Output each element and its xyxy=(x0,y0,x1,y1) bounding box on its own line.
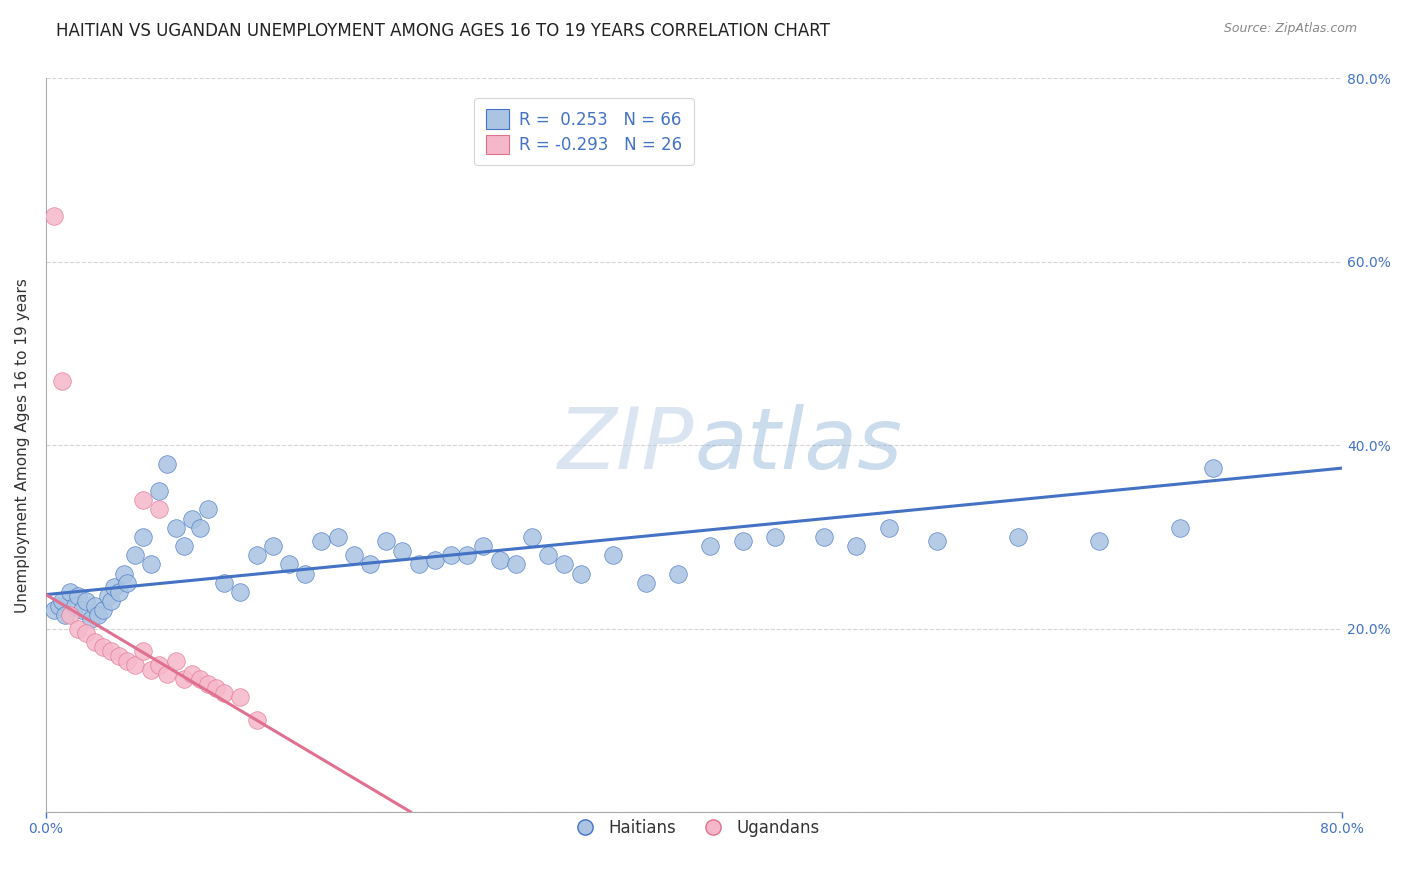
Point xyxy=(488,553,510,567)
Point xyxy=(173,539,195,553)
Point xyxy=(67,590,90,604)
Point xyxy=(408,558,430,572)
Point xyxy=(87,607,110,622)
Point xyxy=(197,502,219,516)
Point xyxy=(440,548,463,562)
Point xyxy=(845,539,868,553)
Point xyxy=(156,457,179,471)
Point xyxy=(165,521,187,535)
Point xyxy=(132,644,155,658)
Point xyxy=(91,640,114,654)
Point xyxy=(205,681,228,695)
Point xyxy=(80,612,103,626)
Point xyxy=(103,580,125,594)
Point xyxy=(115,654,138,668)
Point xyxy=(602,548,624,562)
Point xyxy=(59,585,82,599)
Point xyxy=(278,558,301,572)
Point xyxy=(124,658,146,673)
Point xyxy=(456,548,478,562)
Point xyxy=(76,626,98,640)
Point xyxy=(63,599,86,613)
Point xyxy=(42,603,65,617)
Point xyxy=(391,543,413,558)
Point xyxy=(188,521,211,535)
Point xyxy=(246,548,269,562)
Point xyxy=(115,575,138,590)
Point xyxy=(156,667,179,681)
Point xyxy=(48,599,70,613)
Point xyxy=(100,594,122,608)
Point xyxy=(180,667,202,681)
Text: HAITIAN VS UGANDAN UNEMPLOYMENT AMONG AGES 16 TO 19 YEARS CORRELATION CHART: HAITIAN VS UGANDAN UNEMPLOYMENT AMONG AG… xyxy=(56,22,830,40)
Point xyxy=(148,658,170,673)
Point xyxy=(343,548,366,562)
Point xyxy=(505,558,527,572)
Point xyxy=(132,530,155,544)
Point xyxy=(375,534,398,549)
Point xyxy=(666,566,689,581)
Point xyxy=(1168,521,1191,535)
Point xyxy=(699,539,721,553)
Point xyxy=(359,558,381,572)
Point xyxy=(59,607,82,622)
Point xyxy=(520,530,543,544)
Point xyxy=(229,585,252,599)
Point xyxy=(141,558,163,572)
Point xyxy=(148,483,170,498)
Point xyxy=(108,585,131,599)
Point xyxy=(294,566,316,581)
Point xyxy=(229,690,252,705)
Point xyxy=(537,548,560,562)
Point xyxy=(197,676,219,690)
Point xyxy=(173,672,195,686)
Point xyxy=(1201,461,1223,475)
Point xyxy=(51,374,73,388)
Point xyxy=(634,575,657,590)
Y-axis label: Unemployment Among Ages 16 to 19 years: Unemployment Among Ages 16 to 19 years xyxy=(15,277,30,613)
Point xyxy=(877,521,900,535)
Point xyxy=(212,686,235,700)
Point xyxy=(76,594,98,608)
Point xyxy=(67,622,90,636)
Point xyxy=(83,599,105,613)
Point xyxy=(180,511,202,525)
Point xyxy=(83,635,105,649)
Point xyxy=(569,566,592,581)
Text: Source: ZipAtlas.com: Source: ZipAtlas.com xyxy=(1223,22,1357,36)
Point xyxy=(813,530,835,544)
Point xyxy=(132,493,155,508)
Point xyxy=(112,566,135,581)
Point xyxy=(553,558,575,572)
Point xyxy=(51,594,73,608)
Point xyxy=(91,603,114,617)
Point xyxy=(141,663,163,677)
Point xyxy=(763,530,786,544)
Point xyxy=(70,603,93,617)
Point xyxy=(55,607,77,622)
Point xyxy=(311,534,333,549)
Point xyxy=(165,654,187,668)
Point xyxy=(246,713,269,727)
Point xyxy=(188,672,211,686)
Point xyxy=(42,209,65,223)
Text: atlas: atlas xyxy=(695,404,903,487)
Point xyxy=(326,530,349,544)
Point xyxy=(927,534,949,549)
Point xyxy=(731,534,754,549)
Point xyxy=(96,590,118,604)
Point xyxy=(262,539,284,553)
Point xyxy=(148,502,170,516)
Point xyxy=(212,575,235,590)
Point xyxy=(100,644,122,658)
Legend: Haitians, Ugandans: Haitians, Ugandans xyxy=(562,813,827,844)
Point xyxy=(124,548,146,562)
Point xyxy=(1007,530,1029,544)
Point xyxy=(108,648,131,663)
Point xyxy=(1088,534,1111,549)
Text: ZIP: ZIP xyxy=(558,404,695,487)
Point xyxy=(472,539,495,553)
Point xyxy=(423,553,446,567)
